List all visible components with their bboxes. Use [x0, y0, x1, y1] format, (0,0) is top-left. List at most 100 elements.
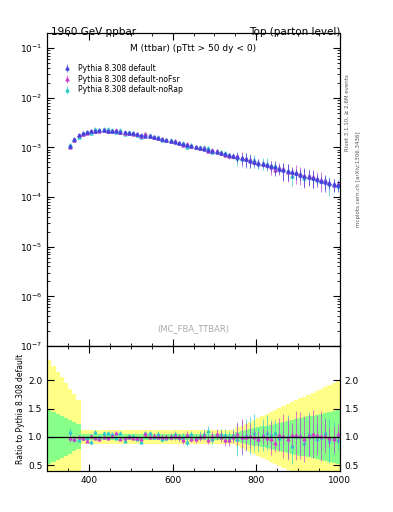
Bar [81, 430, 85, 444]
Bar [261, 426, 264, 447]
Bar [227, 430, 231, 444]
Bar [277, 423, 281, 451]
Bar [244, 430, 248, 444]
Bar [47, 360, 51, 512]
Bar [123, 434, 127, 440]
Bar [215, 430, 219, 444]
Bar [64, 418, 68, 456]
Bar [315, 391, 319, 483]
Bar [89, 434, 93, 440]
Bar [169, 434, 173, 440]
Bar [261, 416, 264, 458]
Bar [264, 414, 269, 460]
Bar [198, 434, 202, 440]
Bar [68, 389, 72, 485]
Bar [323, 413, 327, 461]
Bar [244, 423, 248, 450]
Bar [273, 410, 277, 464]
Bar [189, 434, 194, 440]
Bar [118, 430, 123, 444]
Bar [139, 434, 143, 440]
Bar [101, 430, 106, 444]
Bar [135, 430, 139, 444]
Bar [240, 425, 244, 449]
Bar [310, 393, 315, 481]
Bar [156, 434, 160, 440]
Bar [164, 434, 169, 440]
Bar [223, 434, 227, 440]
Bar [110, 430, 114, 444]
Bar [47, 410, 51, 464]
Bar [164, 430, 169, 444]
Bar [177, 434, 181, 440]
Bar [219, 430, 223, 444]
Bar [123, 430, 127, 444]
Y-axis label: Ratio to Pythia 8.308 default: Ratio to Pythia 8.308 default [16, 353, 25, 464]
Bar [290, 420, 294, 454]
Bar [64, 383, 68, 491]
Bar [336, 381, 340, 493]
Bar [281, 422, 286, 452]
Bar [68, 420, 72, 454]
Bar [93, 430, 97, 444]
Bar [160, 430, 164, 444]
Bar [106, 430, 110, 444]
Bar [198, 430, 202, 444]
Bar [60, 416, 64, 458]
Bar [181, 430, 185, 444]
Bar [248, 429, 252, 444]
Bar [51, 412, 55, 462]
Bar [181, 434, 185, 440]
Bar [273, 424, 277, 450]
Bar [89, 430, 93, 444]
Bar [286, 404, 290, 470]
Bar [139, 430, 143, 444]
Bar [51, 366, 55, 508]
Bar [327, 385, 332, 489]
Bar [231, 430, 235, 444]
Bar [127, 434, 131, 440]
Bar [307, 416, 310, 457]
Bar [223, 430, 227, 444]
Bar [152, 430, 156, 444]
Bar [327, 412, 332, 462]
Bar [315, 415, 319, 459]
Bar [76, 424, 81, 450]
Bar [336, 410, 340, 464]
Text: mcplots.cern.ch [arXiv:1306.3436]: mcplots.cern.ch [arXiv:1306.3436] [356, 132, 361, 227]
Bar [202, 434, 206, 440]
Bar [114, 434, 118, 440]
Bar [185, 430, 189, 444]
Bar [231, 434, 235, 440]
Bar [302, 417, 307, 457]
Bar [194, 430, 198, 444]
Bar [332, 411, 336, 463]
Text: Rivet 3.1.10, ≥ 2.6M events: Rivet 3.1.10, ≥ 2.6M events [345, 74, 350, 151]
Bar [319, 389, 323, 485]
Bar [310, 416, 315, 458]
Bar [235, 432, 240, 442]
Bar [281, 406, 286, 467]
Bar [206, 430, 210, 444]
Bar [252, 428, 256, 445]
Bar [185, 434, 189, 440]
Bar [97, 430, 101, 444]
Bar [290, 402, 294, 472]
Bar [206, 434, 210, 440]
Bar [106, 434, 110, 440]
Bar [235, 428, 240, 446]
Bar [101, 434, 106, 440]
Bar [72, 394, 76, 480]
Bar [298, 398, 302, 476]
Bar [55, 414, 60, 460]
Bar [277, 408, 281, 466]
Bar [169, 430, 173, 444]
Legend: Pythia 8.308 default, Pythia 8.308 default-noFsr, Pythia 8.308 default-noRap: Pythia 8.308 default, Pythia 8.308 defau… [57, 62, 185, 96]
Bar [240, 431, 244, 443]
Bar [160, 434, 164, 440]
Bar [76, 400, 81, 474]
Text: M (ttbar) (pTtt > 50 dy < 0): M (ttbar) (pTtt > 50 dy < 0) [130, 44, 257, 53]
Bar [118, 434, 123, 440]
Bar [127, 430, 131, 444]
Bar [177, 430, 181, 444]
